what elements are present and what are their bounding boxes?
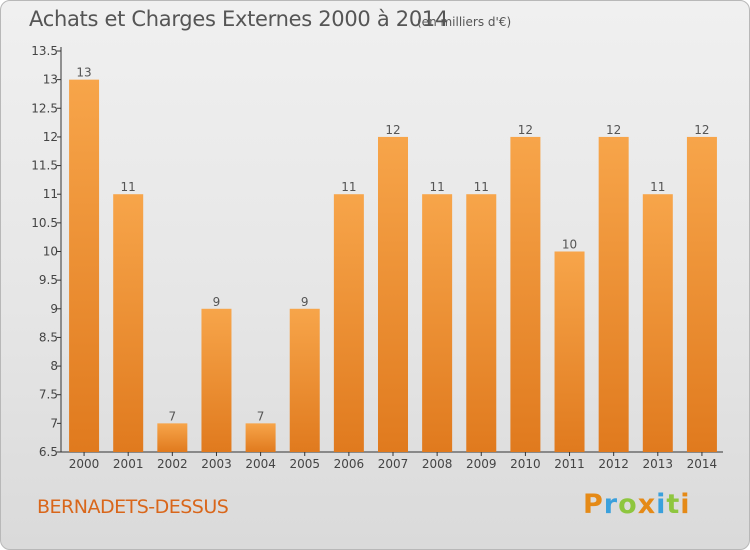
value-label: 10 [562, 238, 577, 252]
y-tick-label: 8.5 [39, 330, 58, 344]
y-tick-label: 12 [43, 130, 58, 144]
value-label: 7 [257, 409, 265, 423]
y-tick-label: 9 [50, 302, 58, 316]
logo-letter: i [656, 489, 667, 520]
value-label: 12 [694, 123, 709, 137]
y-tick-label: 8 [50, 359, 58, 373]
logo-letter: o [618, 489, 638, 520]
y-tick-label: 12.5 [31, 101, 58, 115]
y-tick-label: 11.5 [31, 159, 58, 173]
bar [201, 308, 232, 452]
bar [113, 194, 144, 452]
tick-labels: 6.5 7 7.5 8 8.5 9 9.5 10 10.5 11 11.5 12 12.5 13 13.5 1… [31, 44, 717, 471]
x-tick-label: 2011 [554, 457, 585, 471]
chart-subtitle: (en milliers d'€) [417, 15, 512, 29]
bar [598, 136, 629, 452]
y-tick-label: 13.5 [31, 44, 58, 58]
chart-title: Achats et Charges Externes 2000 à 2014 [29, 7, 449, 31]
bar [466, 194, 497, 452]
value-label: 11 [121, 180, 136, 194]
y-tick-label: 10 [43, 245, 58, 259]
x-tick-label: 2012 [598, 457, 629, 471]
x-tick-label: 2009 [466, 457, 497, 471]
bar [245, 423, 276, 452]
bars [69, 79, 717, 453]
bar [69, 79, 100, 453]
y-tick-label: 10.5 [31, 216, 58, 230]
bar [686, 136, 717, 452]
x-tick-label: 2000 [69, 457, 100, 471]
x-tick-label: 2008 [422, 457, 453, 471]
y-tick-label: 13 [43, 73, 58, 87]
bar [378, 136, 408, 452]
value-label: 13 [76, 66, 91, 80]
logo-letter: i [680, 489, 691, 520]
logo-letter: x [637, 489, 657, 520]
value-label: 7 [169, 409, 177, 423]
y-tick-label: 7.5 [39, 388, 58, 402]
bar [157, 423, 188, 452]
x-tick-label: 2004 [245, 457, 276, 471]
logo-letter: r [603, 489, 619, 520]
bar [554, 251, 585, 452]
commune-name: BERNADETS-DESSUS [37, 496, 229, 518]
x-tick-label: 2014 [687, 457, 718, 471]
value-label: 11 [650, 180, 665, 194]
value-label: 11 [341, 180, 356, 194]
value-label: 9 [301, 295, 309, 309]
x-tick-label: 2002 [157, 457, 188, 471]
x-tick-label: 2001 [113, 457, 144, 471]
bar [510, 136, 541, 452]
x-tick-label: 2013 [643, 457, 674, 471]
bar [422, 194, 453, 452]
x-tick-label: 2007 [378, 457, 409, 471]
y-tick-label: 9.5 [39, 273, 58, 287]
y-tick-label: 7 [50, 416, 58, 430]
y-tick-label: 11 [43, 187, 58, 201]
logo-letter: t [666, 489, 681, 520]
bar [642, 194, 673, 452]
value-label: 12 [606, 123, 621, 137]
proxiti-logo[interactable]: Proxiti [583, 489, 691, 520]
value-label: 12 [518, 123, 533, 137]
value-label: 11 [429, 180, 444, 194]
value-label: 12 [385, 123, 400, 137]
x-tick-label: 2010 [510, 457, 541, 471]
value-label: 9 [213, 295, 221, 309]
x-tick-label: 2006 [334, 457, 365, 471]
bar [289, 308, 320, 452]
logo-letter: P [583, 489, 604, 520]
value-label: 11 [474, 180, 489, 194]
bar [333, 194, 364, 452]
x-tick-label: 2003 [201, 457, 232, 471]
x-tick-label: 2005 [289, 457, 320, 471]
y-tick-label: 6.5 [39, 445, 58, 459]
